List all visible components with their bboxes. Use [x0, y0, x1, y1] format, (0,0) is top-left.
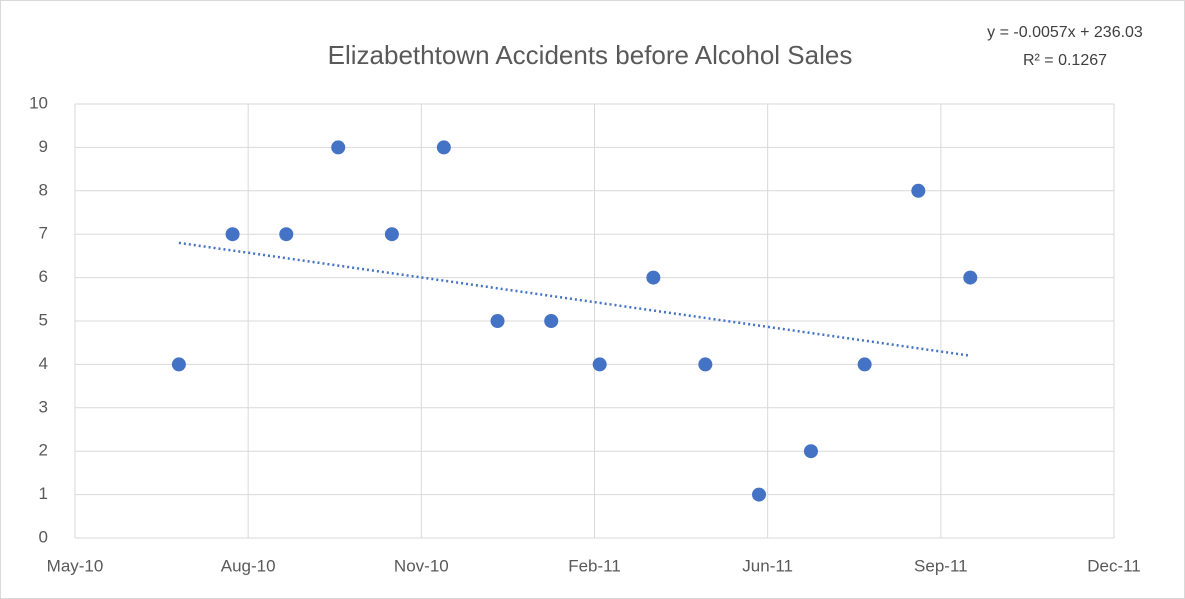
point — [911, 183, 926, 198]
point — [384, 227, 399, 242]
y-tick-label: 4 — [39, 354, 48, 373]
point — [752, 487, 767, 502]
point — [544, 314, 559, 328]
point — [646, 270, 661, 285]
point — [698, 357, 713, 372]
y-tick-label: 5 — [39, 310, 48, 329]
point — [592, 357, 607, 372]
y-tick-label: 6 — [39, 267, 48, 286]
trendline — [178, 241, 971, 357]
trendline-equation: y = -0.0057x + 236.03 — [987, 24, 1143, 41]
x-tick-label: Nov-10 — [394, 556, 449, 575]
x-tick-label: Sep-11 — [914, 556, 968, 575]
point — [279, 227, 294, 242]
y-tick-label: 7 — [39, 224, 48, 243]
y-tick-label: 0 — [39, 527, 48, 546]
point — [331, 140, 346, 155]
chart-title: Elizabethtown Accidents before Alcohol S… — [328, 40, 853, 70]
y-tick-label: 2 — [39, 441, 48, 460]
point — [436, 140, 451, 155]
x-tick-label: Feb-11 — [568, 556, 621, 575]
y-tick-label: 1 — [39, 484, 48, 503]
point — [963, 270, 978, 285]
x-tick-label: Jun-11 — [742, 556, 793, 575]
x-tick-label: Aug-10 — [221, 556, 276, 575]
x-tick-label: Dec-11 — [1087, 556, 1141, 575]
x-tick-label: May-10 — [47, 556, 104, 575]
point — [225, 227, 240, 242]
point — [171, 357, 186, 372]
trendline-r2: R² = 0.1267 — [1023, 52, 1107, 69]
y-tick-label: 10 — [29, 93, 48, 112]
y-tick-label: 9 — [39, 137, 48, 156]
point — [857, 357, 872, 372]
y-tick-label: 3 — [39, 397, 48, 416]
point — [803, 444, 818, 459]
point — [490, 314, 505, 328]
y-tick-label: 8 — [39, 180, 48, 199]
